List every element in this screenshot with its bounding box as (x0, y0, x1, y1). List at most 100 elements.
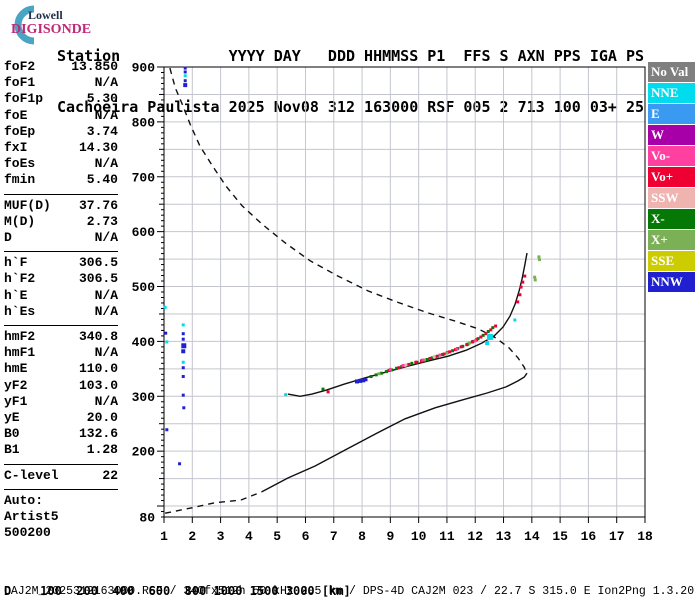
echo-point-x- (395, 366, 399, 370)
x-tick-label: 14 (524, 529, 540, 544)
echo-point-x- (410, 361, 414, 365)
echo-point-nne (486, 334, 493, 340)
echo-point-vo- (421, 358, 425, 362)
echo-point-nnw (178, 462, 182, 466)
separator-line (4, 251, 118, 253)
echo-point-vo+ (442, 352, 446, 356)
echo-point-vo+ (397, 366, 401, 370)
param-value: 306.5 (78, 255, 118, 271)
separator-line (4, 488, 118, 490)
param-row-D: D N/A (4, 230, 118, 246)
logo-crescent-icon (14, 5, 35, 45)
param-label: M(D) (4, 213, 36, 229)
echo-point-nne (513, 318, 517, 322)
param-row-B0: B0 132.6 (4, 426, 118, 442)
echo-point-x- (461, 344, 465, 348)
echo-point-nne (284, 393, 288, 397)
echo-point-vo+ (448, 350, 452, 354)
param-value: N/A (94, 393, 118, 409)
legend-item-e: E (648, 104, 695, 124)
logo-digisonde-text: DIGISONDE (11, 22, 92, 37)
echo-point-nnw (183, 83, 188, 88)
echo-point-nnw (183, 66, 187, 70)
echo-point-vo+ (465, 343, 469, 347)
param-row-B1: B1 1.28 (4, 442, 118, 458)
param-value: N/A (94, 230, 118, 246)
curve-topside-profile-extrapolated (169, 67, 528, 375)
logo-lowell-text: Lowell (28, 8, 63, 22)
echo-point-vo- (438, 353, 442, 357)
echo-point-nne (183, 74, 187, 78)
separator-line (4, 463, 118, 465)
param-value: N/A (94, 303, 118, 319)
param-row-hmF1: hmF1 N/A (4, 345, 118, 361)
echo-point-vo+ (326, 390, 330, 394)
legend-item-x+: X+ (648, 230, 695, 250)
param-label: B1 (4, 442, 20, 458)
echo-point-vo+ (516, 300, 520, 304)
param-row-h`F: h`F 306.5 (4, 255, 118, 271)
echo-point-vo- (473, 339, 477, 343)
legend-item-vo-: Vo- (648, 146, 695, 166)
echo-point-vo+ (407, 362, 411, 366)
param-row-foF1p: foF1p 5.30 (4, 91, 118, 107)
echo-point-vo- (388, 367, 392, 371)
file-info-footer: CAJ2M_2025312163000.RSF / 340fx512h 50 k… (4, 585, 695, 598)
echo-point-vo+ (470, 340, 474, 344)
echo-point-vo+ (479, 335, 483, 339)
param-label: C-level (4, 467, 59, 483)
param-label: h`F (4, 255, 28, 271)
param-row-MUF(D): MUF(D) 37.76 (4, 198, 118, 214)
param-row-M(D): M(D) 2.73 (4, 214, 118, 230)
param-label: yF1 (4, 393, 28, 409)
echo-point-x- (321, 387, 325, 391)
param-value: 5.40 (86, 172, 118, 188)
echo-point-vo+ (428, 356, 432, 360)
param-row-yF1: yF1 N/A (4, 394, 118, 410)
legend-item-nnw: NNW (648, 272, 695, 292)
x-tick-label: 7 (330, 529, 338, 544)
curve-bottomside-profile-model (164, 491, 263, 514)
echo-point-nnw (181, 343, 187, 349)
y-tick-label: 800 (132, 115, 156, 130)
echo-point-x+ (537, 258, 541, 262)
echo-point-vo+ (519, 285, 523, 289)
echo-point-x- (379, 371, 383, 375)
echo-point-nnw (358, 378, 363, 383)
header-columns-row: Station YYYY DAY DDD HHMMSS P1 FFS S AXN… (57, 47, 644, 65)
param-label: yF2 (4, 377, 28, 393)
echo-point-x+ (377, 372, 381, 376)
echo-point-x- (425, 358, 429, 361)
param-label: D (4, 230, 12, 246)
echo-point-nnw (181, 366, 185, 370)
legend-item-x-: X- (648, 209, 695, 229)
y-tick-label: 900 (132, 61, 156, 76)
echo-point-vo+ (518, 293, 522, 297)
param-value: 103.0 (78, 377, 118, 393)
param-value: 340.8 (78, 329, 118, 345)
param-label: fmin (4, 172, 36, 188)
x-tick-label: 2 (188, 529, 196, 544)
param-row-h`Es: h`Es N/A (4, 304, 118, 320)
echo-point-nnw (182, 406, 186, 410)
param-value: 14.30 (78, 140, 118, 156)
echo-point-nne (165, 340, 169, 344)
echo-point-vo- (455, 347, 459, 351)
param-row-yE: yE 20.0 (4, 410, 118, 426)
echo-point-x+ (533, 278, 537, 282)
param-label: h`Es (4, 303, 36, 319)
echo-point-nnw (165, 428, 169, 432)
x-tick-label: 11 (439, 529, 455, 544)
x-tick-label: 6 (302, 529, 310, 544)
legend-item-sse: SSE (648, 251, 695, 271)
separator-line (4, 193, 118, 195)
x-tick-label: 18 (637, 529, 653, 544)
param-row-fxI: fxI 14.30 (4, 140, 118, 156)
param-label: hmF2 (4, 329, 36, 345)
autoscaling-info: 500200 (4, 525, 51, 541)
lowell-digisonde-logo: Lowell DIGISONDE (4, 2, 124, 48)
echo-point-nnw (183, 70, 187, 74)
param-label: foEs (4, 156, 36, 172)
param-value: N/A (94, 345, 118, 361)
